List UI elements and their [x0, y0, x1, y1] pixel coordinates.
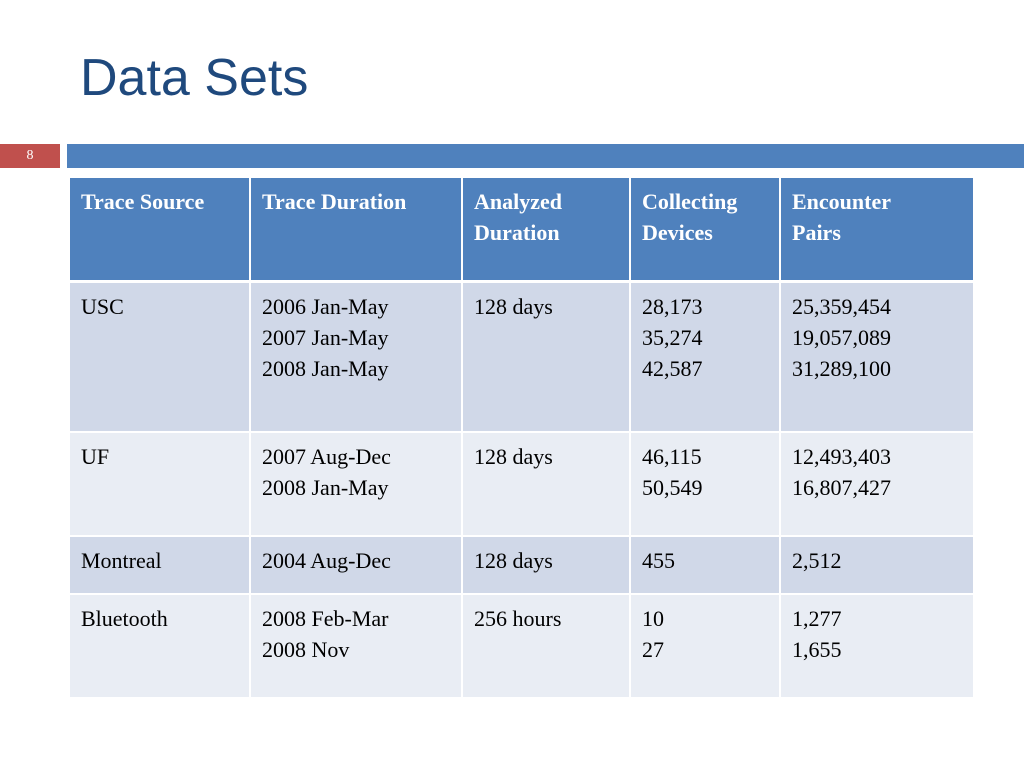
cell-analyzed-duration: 128 days [461, 430, 631, 537]
cell-line: 128 days [474, 443, 553, 469]
cell-trace-source: Bluetooth [68, 592, 251, 699]
cell-line: 19,057,089 [792, 325, 891, 350]
cell-line: 27 [642, 636, 664, 662]
header-line: Pairs [792, 220, 841, 245]
cell-line: 35,274 [642, 325, 703, 350]
header-line: Analyzed [474, 189, 562, 214]
header-line: Collecting [642, 189, 738, 214]
cell-analyzed-duration: 128 days [461, 280, 631, 433]
cell-line: 2,512 [792, 547, 842, 573]
cell-line: 2008 Jan-May [262, 474, 389, 500]
cell-line: 2007 Jan-May [262, 325, 389, 350]
cell-line: USC [81, 294, 124, 319]
cell-encounter-pairs: 2,512 [779, 534, 975, 595]
cell-line: 31,289,100 [792, 356, 891, 381]
table-row-uf: UF 2007 Aug-Dec 2008 Jan-May 128 days 46… [68, 430, 975, 537]
slide-number: 8 [0, 144, 60, 168]
cell-collecting-devices: 10 27 [629, 592, 781, 699]
cell-encounter-pairs: 12,493,403 16,807,427 [779, 430, 975, 537]
data-sets-table: Trace Source Trace Duration Analyzed Dur… [68, 178, 975, 699]
table-header-row: Trace Source Trace Duration Analyzed Dur… [68, 178, 975, 283]
cell-trace-duration: 2004 Aug-Dec [249, 534, 463, 595]
cell-line: 1,277 [792, 605, 842, 631]
header-collecting-devices: Collecting Devices [629, 178, 781, 283]
cell-trace-duration: 2007 Aug-Dec 2008 Jan-May [249, 430, 463, 537]
cell-trace-duration: 2006 Jan-May 2007 Jan-May 2008 Jan-May [249, 280, 463, 433]
cell-line: 28,173 [642, 294, 703, 319]
cell-line: 10 [642, 605, 664, 631]
header-analyzed-duration: Analyzed Duration [461, 178, 631, 283]
table-row-bluetooth: Bluetooth 2008 Feb-Mar 2008 Nov 256 hour… [68, 592, 975, 699]
cell-analyzed-duration: 128 days [461, 534, 631, 595]
cell-analyzed-duration: 256 hours [461, 592, 631, 699]
cell-line: 25,359,454 [792, 294, 891, 319]
cell-trace-source: USC [68, 280, 251, 433]
cell-trace-source: Montreal [68, 534, 251, 595]
cell-line: 2008 Jan-May [262, 356, 389, 381]
header-line: Devices [642, 220, 713, 245]
cell-collecting-devices: 28,173 35,274 42,587 [629, 280, 781, 433]
header-line: Duration [474, 220, 560, 245]
cell-collecting-devices: 46,115 50,549 [629, 430, 781, 537]
cell-line: 12,493,403 [792, 443, 891, 469]
header-line: Encounter [792, 189, 891, 214]
cell-line: 128 days [474, 547, 553, 573]
header-line: Trace Duration [262, 189, 407, 214]
cell-line: Bluetooth [81, 605, 168, 631]
header-trace-source: Trace Source [68, 178, 251, 283]
cell-line: 455 [642, 547, 675, 573]
cell-line: Montreal [81, 547, 162, 573]
header-encounter-pairs: Encounter Pairs [779, 178, 975, 283]
cell-line: 128 days [474, 294, 553, 319]
header-trace-duration: Trace Duration [249, 178, 463, 283]
cell-line: 2006 Jan-May [262, 294, 389, 319]
cell-line: 1,655 [792, 636, 842, 662]
table-row-montreal: Montreal 2004 Aug-Dec 128 days 455 2,512 [68, 534, 975, 595]
header-line: Trace Source [81, 189, 205, 214]
slide-title: Data Sets [80, 49, 309, 107]
cell-line: 46,115 [642, 443, 702, 469]
cell-line: 256 hours [474, 605, 562, 631]
cell-encounter-pairs: 1,277 1,655 [779, 592, 975, 699]
cell-line: 50,549 [642, 474, 703, 500]
cell-trace-duration: 2008 Feb-Mar 2008 Nov [249, 592, 463, 699]
cell-line: 16,807,427 [792, 474, 891, 500]
title-divider-bar [67, 144, 1024, 168]
cell-line: 2007 Aug-Dec [262, 443, 391, 469]
cell-line: UF [81, 443, 110, 469]
cell-line: 42,587 [642, 356, 703, 381]
cell-collecting-devices: 455 [629, 534, 781, 595]
cell-encounter-pairs: 25,359,454 19,057,089 31,289,100 [779, 280, 975, 433]
cell-line: 2008 Feb-Mar [262, 605, 389, 631]
cell-trace-source: UF [68, 430, 251, 537]
cell-line: 2008 Nov [262, 636, 350, 662]
table-row-usc: USC 2006 Jan-May 2007 Jan-May 2008 Jan-M… [68, 280, 975, 433]
cell-line: 2004 Aug-Dec [262, 547, 391, 573]
